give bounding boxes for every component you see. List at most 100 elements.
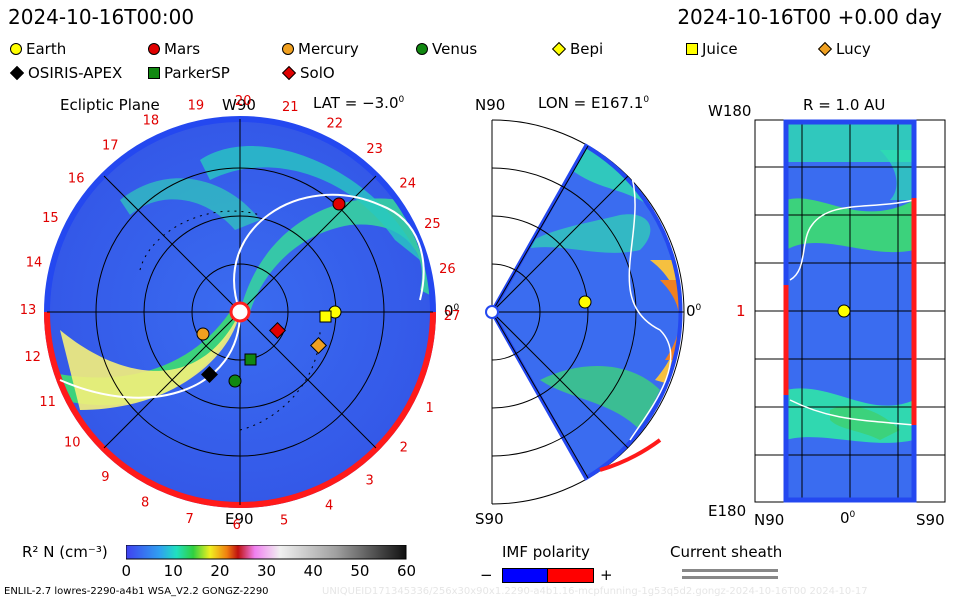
carrington-label: 4 [325,498,333,513]
meridional-sun-icon [485,305,499,319]
shell-r-label: R = 1.0 AU [803,96,886,114]
mars-marker [332,197,346,211]
colorbar-tick: 0 [121,562,132,580]
colorbar-label: R² N (cm⁻³) [22,543,108,561]
footer-model-info: ENLIL-2.7 lowres-2290-a4b1 WSA_V2.2 GONG… [4,586,269,597]
carrington-label: 14 [26,256,43,271]
legend-item-juice: Juice [686,40,738,58]
imf-plus: + [600,566,613,584]
carrington-label: 12 [24,350,41,365]
carrington-label: 9 [101,470,109,485]
circle-marker-icon [148,43,160,55]
legend-label: Mars [164,40,201,58]
circle-marker-icon [416,43,428,55]
legend-label: Bepi [570,40,604,58]
legend-label: Juice [702,40,738,58]
colorbar-tick: 60 [397,562,417,580]
timestamp-right: 2024-10-16T00 +0.00 day [677,5,942,29]
legend-item-mercury: Mercury [282,40,359,58]
circle-marker-icon [282,43,294,55]
carrington-label: 3 [366,474,374,489]
legend-item-bepi: Bepi [551,40,604,58]
sheath-line-top [682,569,778,572]
legend-item-parkersp: ParkerSP [148,64,230,82]
legend-label: ParkerSP [164,64,230,82]
carrington-label: 19 [188,99,205,114]
imf-minus: − [480,566,493,584]
meridional-n90-label: N90 [475,96,506,114]
timestamp-left: 2024-10-16T00:00 [8,5,195,29]
shell-earth-marker [837,304,851,318]
carrington-label: 20 [235,94,252,109]
legend-label: Earth [26,40,67,58]
carrington-label: 18 [143,114,160,129]
sun-icon [229,301,251,323]
imf-positive-bar [547,568,594,583]
parkersp-marker [244,353,257,366]
carrington-label: 5 [280,513,288,528]
shell-n90-label: N90 [754,511,785,529]
shell-s90-label: S90 [916,511,945,529]
carrington-label: 25 [424,217,441,232]
carrington-label: 21 [282,100,299,115]
colorbar-tick: 20 [210,562,230,580]
legend-item-lucy: Lucy [817,40,871,58]
ecliptic-lat-label: LAT = −3.00 [313,94,405,112]
sheath-line-bottom [682,576,778,579]
legend-item-mars: Mars [148,40,200,58]
ecliptic-e90-label: E90 [225,510,254,528]
carrington-label: 23 [366,142,383,157]
shell-zero-label: 00 [840,509,856,527]
square-marker-icon [686,43,698,55]
meridional-earth-marker [578,295,592,309]
colorbar-tick: 50 [350,562,370,580]
circle-marker-icon [10,43,22,55]
density-colorbar [126,545,407,560]
legend-label: Mercury [298,40,359,58]
shell-mid-label: 1 [736,302,746,320]
square-marker-icon [148,67,160,79]
legend-item-osiris-apex: OSIRIS-APEX [9,64,123,82]
current-sheath-line [233,193,425,313]
carrington-label: 1 [425,401,433,416]
imf-negative-bar [502,568,549,583]
sheath-title: Current sheath [670,543,783,561]
carrington-label: 13 [20,303,37,318]
carrington-label: 10 [64,436,81,451]
meridional-s90-label: S90 [475,510,504,528]
carrington-label: 2 [400,441,408,456]
legend-item-earth: Earth [10,40,66,58]
colorbar-tick: 40 [303,562,323,580]
carrington-label: 27 [444,309,461,324]
legend-item-venus: Venus [416,40,477,58]
carrington-label: 7 [186,512,194,527]
carrington-label: 17 [102,138,119,153]
legend-label: Venus [432,40,478,58]
legend-label: SolO [300,64,335,82]
meridional-lon-label: LON = E167.10 [538,94,650,112]
lucy-marker [310,337,327,354]
osiris-apex-marker [201,366,218,383]
ecliptic-zero-label: 00 [444,302,460,320]
carrington-label: 16 [68,171,85,186]
carrington-label: 26 [439,262,456,277]
carrington-label: 11 [39,395,56,410]
meridional-zero-label: 00 [686,302,702,320]
ecliptic-title: Ecliptic Plane [60,96,160,114]
legend-label: OSIRIS-APEX [28,64,123,82]
carrington-label: 15 [42,211,59,226]
venus-marker [228,374,242,388]
carrington-label: 24 [399,176,416,191]
colorbar-tick: 30 [257,562,277,580]
carrington-label: 22 [327,116,344,131]
ecliptic-body-markers [196,197,346,388]
colorbar-tick: 10 [163,562,183,580]
carrington-label: 8 [141,496,149,511]
juice-marker [319,310,332,323]
carrington-labels: 19 20 212223242526271234567891011121314151… [20,94,461,533]
solo-marker [269,322,286,339]
ecliptic-w90-label: W90 [222,96,256,114]
